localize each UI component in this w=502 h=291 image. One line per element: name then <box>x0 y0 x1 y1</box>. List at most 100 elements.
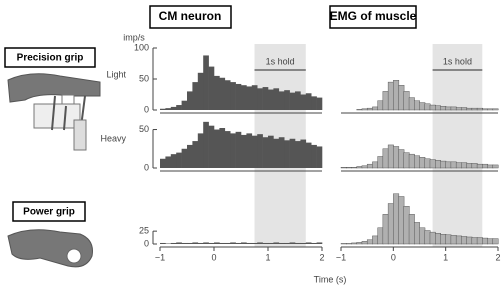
histogram-bar <box>372 107 378 110</box>
x-tick-label: 1 <box>265 252 270 262</box>
y-tick-label: 50 <box>139 124 149 134</box>
histogram-bar <box>488 165 494 168</box>
histogram-bar <box>300 243 306 244</box>
histogram-bar <box>279 243 285 244</box>
histogram-bar <box>225 131 231 168</box>
histogram-bar <box>425 159 431 168</box>
histogram-bar <box>290 242 296 244</box>
y-tick-label: 0 <box>144 162 149 172</box>
histogram-bar <box>456 108 462 110</box>
histogram-bar <box>198 73 204 110</box>
histogram-bar <box>414 222 420 244</box>
histogram-bar <box>420 157 426 168</box>
histogram-bar <box>182 149 188 168</box>
histogram-bar <box>388 82 394 110</box>
histogram-bar <box>472 238 478 244</box>
histogram-bar <box>230 242 236 244</box>
y-tick-label: 25 <box>139 226 149 236</box>
histogram-bar <box>372 162 378 168</box>
histogram-bar <box>467 237 473 244</box>
histogram-bar <box>230 82 236 110</box>
histogram-bar <box>198 243 204 244</box>
histogram-bar <box>430 105 436 110</box>
x-tick-label: −1 <box>155 252 165 262</box>
histogram-bar <box>383 214 389 244</box>
histogram-bar <box>451 162 457 168</box>
histogram-bar <box>456 236 462 244</box>
histogram-bar <box>409 214 415 244</box>
histogram-bar <box>446 107 452 110</box>
histogram-bar <box>440 106 446 110</box>
histogram-bar <box>198 133 204 168</box>
histogram-bar <box>404 153 410 168</box>
histogram-bar <box>300 140 306 168</box>
histogram-bar <box>257 134 263 168</box>
histogram-bar <box>225 80 231 110</box>
histogram-bar <box>430 160 436 168</box>
histogram-bar <box>171 107 177 110</box>
histogram-bar <box>219 78 225 110</box>
histogram-bar <box>420 103 426 110</box>
histogram-bar <box>176 105 182 110</box>
histogram-bar <box>246 133 252 168</box>
power-hand <box>8 230 93 267</box>
histogram-bar <box>488 109 494 110</box>
histogram-bar <box>367 164 373 168</box>
histogram-bar <box>409 98 415 110</box>
histogram-bar <box>257 242 263 244</box>
histogram-bar <box>209 126 215 168</box>
histogram-bar <box>295 91 301 110</box>
histogram-bar <box>435 233 441 244</box>
histogram-bar <box>263 87 269 110</box>
histogram-bar <box>284 90 290 110</box>
histogram-bar <box>306 143 312 168</box>
histogram-bar <box>399 85 405 110</box>
histogram-bar <box>279 137 285 168</box>
histogram-bar <box>493 239 499 244</box>
figure: Precision grip Power grip 1s hold1s hold… <box>0 0 502 291</box>
histogram-bar <box>488 239 494 244</box>
histogram-bar <box>461 163 467 168</box>
x-axis-label: Time (s) <box>314 274 347 284</box>
histogram-bar <box>435 106 441 110</box>
histogram-bar <box>219 128 225 168</box>
histogram-bar <box>257 88 263 110</box>
histogram-bar <box>451 107 457 110</box>
histogram-bar <box>268 136 274 168</box>
histogram-bar <box>440 234 446 244</box>
histogram-bar <box>300 95 306 111</box>
histogram-bar <box>378 101 384 110</box>
histogram-bar <box>357 109 363 110</box>
histogram-bar <box>456 163 462 168</box>
histogram-bar <box>284 243 290 244</box>
histogram-bar <box>372 236 378 244</box>
histogram-bar <box>446 162 452 168</box>
histogram-bar <box>446 235 452 244</box>
histogram-bar <box>409 154 415 168</box>
histogram-bar <box>404 91 410 110</box>
histogram-bar <box>214 130 220 168</box>
histogram-bar <box>451 235 457 244</box>
histogram-bar <box>192 82 198 110</box>
histogram-bar <box>160 159 166 168</box>
hold-label: 1s hold <box>266 56 295 66</box>
x-tick-label: 0 <box>391 252 396 262</box>
histogram-bar <box>252 85 258 110</box>
histogram-bar <box>182 101 188 110</box>
histogram-bar <box>203 55 209 110</box>
row-label: Light <box>106 69 126 79</box>
histogram-bar <box>241 135 247 168</box>
histogram-bar <box>425 104 431 110</box>
histogram-bar <box>192 141 198 168</box>
histogram-bar <box>420 228 426 244</box>
histogram-bar <box>214 76 220 110</box>
histogram-bar <box>295 141 301 168</box>
histogram-bar <box>306 93 312 110</box>
histogram-bar <box>160 243 166 244</box>
histogram-bar <box>268 90 274 110</box>
histogram-bar <box>311 145 317 168</box>
x-tick-label: 2 <box>319 252 324 262</box>
histogram-bar <box>279 91 285 110</box>
histogram-bar <box>176 242 182 244</box>
row-label: Heavy <box>100 133 126 143</box>
